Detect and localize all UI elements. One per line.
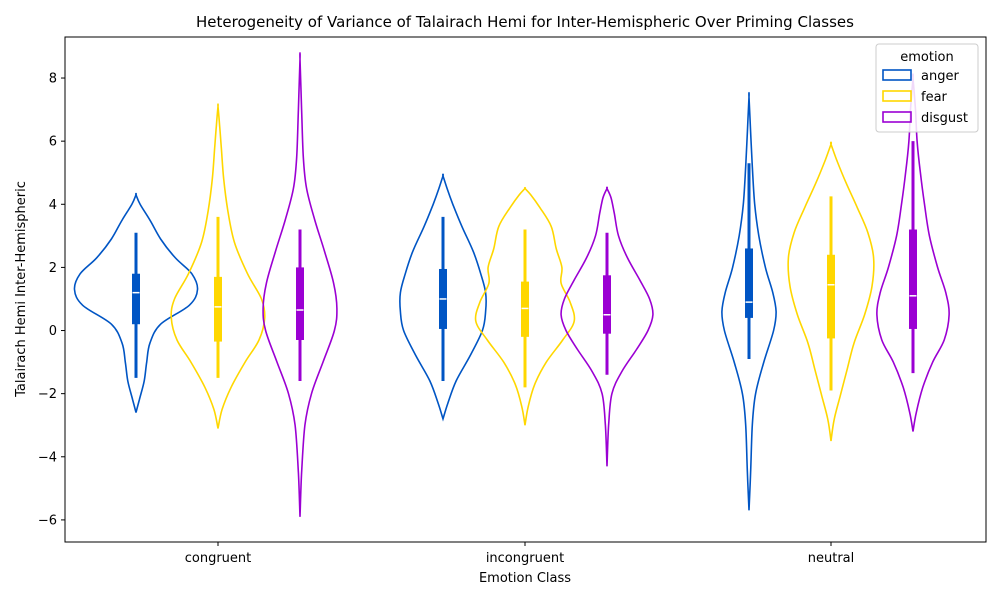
violin-fear-congruent <box>170 103 266 429</box>
legend-frame <box>875 43 979 133</box>
y-tick-label: 4 <box>49 198 57 213</box>
violin-body <box>787 141 875 442</box>
legend-label-anger: anger <box>921 69 959 84</box>
legend-swatch-disgust <box>882 111 912 123</box>
violin-disgust-incongruent <box>560 186 654 467</box>
violin-anger-incongruent <box>399 173 487 422</box>
legend-label-disgust: disgust <box>921 111 968 126</box>
plot-area <box>73 52 950 517</box>
chart-title: Heterogeneity of Variance of Talairach H… <box>196 13 854 31</box>
y-tick-label: 0 <box>49 324 57 339</box>
y-tick-label: −2 <box>38 387 57 402</box>
violin-body <box>73 192 199 413</box>
y-tick-label: −6 <box>38 513 57 528</box>
violin-body <box>560 186 654 467</box>
violin-iqr-box <box>745 248 753 318</box>
violin-body <box>170 103 266 429</box>
y-tick-label: 2 <box>49 261 57 276</box>
violin-disgust-congruent <box>262 52 338 517</box>
violin-iqr-box <box>827 254 835 339</box>
violin-iqr-box <box>132 273 140 325</box>
violin-anger-neutral <box>721 91 777 511</box>
x-tick-label: neutral <box>808 551 855 566</box>
violin-fear-neutral <box>787 141 875 442</box>
x-tick-label: incongruent <box>486 551 564 566</box>
violin-iqr-box <box>603 275 611 334</box>
y-tick-label: 6 <box>49 135 57 150</box>
violin-iqr-box <box>521 281 529 337</box>
y-tick-label: 8 <box>49 72 57 87</box>
violin-iqr-box <box>909 229 917 329</box>
violin-body <box>399 173 487 422</box>
y-tick-label: −4 <box>38 450 57 465</box>
legend-title: emotion <box>900 50 954 65</box>
y-axis-label: Talairach Hemi Inter-Hemispheric <box>14 181 29 398</box>
legend-label-fear: fear <box>921 90 948 105</box>
x-axis-label: Emotion Class <box>479 571 571 586</box>
violin-anger-congruent <box>73 192 199 413</box>
violin-body <box>262 52 338 517</box>
axes: −6 −4 −2 0 2 4 6 8 congruent incongruent neutral <box>38 72 854 566</box>
violin-body <box>721 91 777 511</box>
legend-swatch-anger <box>882 69 912 81</box>
violin-fear-incongruent <box>474 186 576 426</box>
x-tick-label: congruent <box>185 551 252 566</box>
legend: emotion anger fear disgust <box>875 43 979 133</box>
violin-iqr-box <box>296 267 304 340</box>
violin-body <box>474 186 576 426</box>
legend-swatch-fear <box>882 90 912 102</box>
violin-iqr-box <box>214 276 222 342</box>
